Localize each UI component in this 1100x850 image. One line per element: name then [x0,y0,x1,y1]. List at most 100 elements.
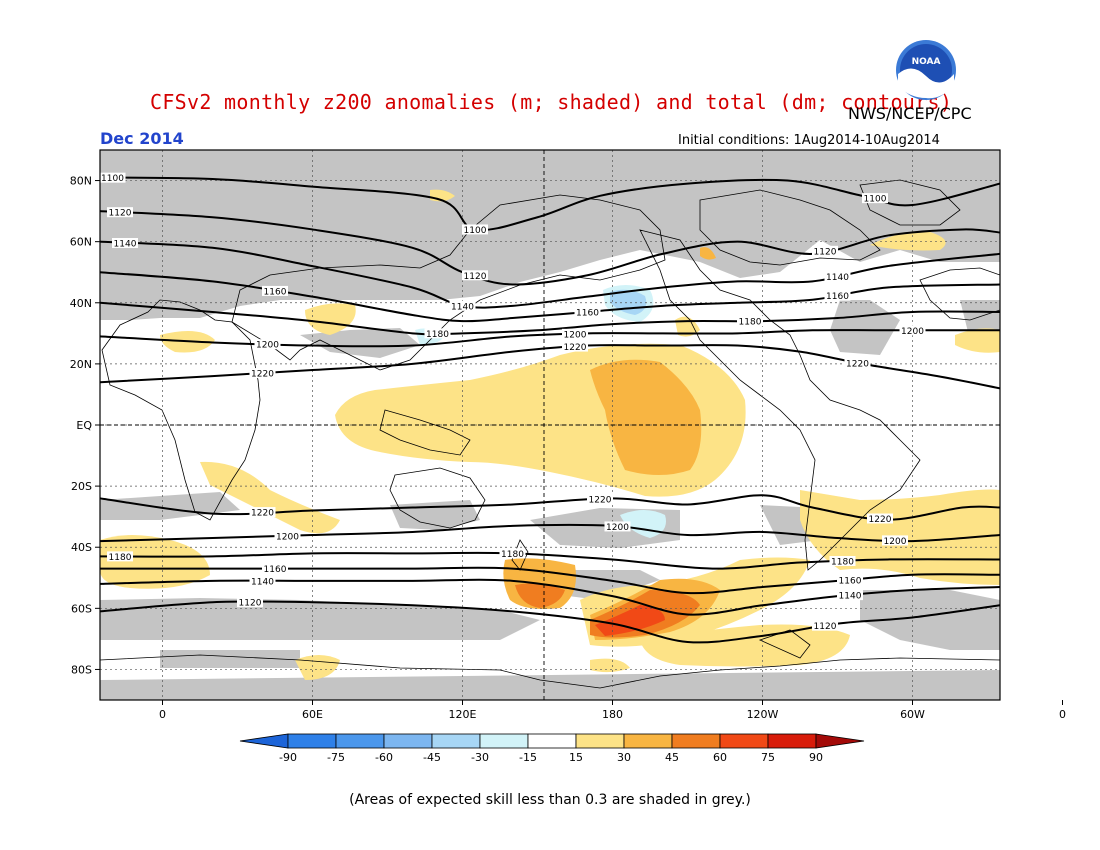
contour-label-bg [812,245,838,256]
contour-label: 1220 [251,370,274,380]
lon-tick-label: 0 [1059,708,1066,721]
contour-label-bg [604,521,631,532]
contour-label: 1180 [109,553,132,563]
contour-label: 1120 [239,599,262,609]
contour-label: 1140 [839,592,862,602]
contour-label-bg [867,513,893,524]
lat-tick-label: 20S [71,480,92,493]
contour-label-bg [574,306,601,317]
contour-label-bg [237,597,263,608]
contour-label: 1120 [814,622,837,632]
lon-tick-label: 180 [602,708,623,721]
legend-tick-label: 30 [617,751,631,764]
contour-label: 1220 [846,359,869,369]
contour-label: 1160 [264,287,287,297]
contour-1180 [100,301,1000,336]
contour-label-bg [112,238,138,249]
contour-label: 1140 [114,240,137,250]
contour-label: 1200 [901,327,924,337]
legend-swatch [575,733,625,749]
contour-label: 1200 [564,330,587,340]
legend-swatch [431,733,481,749]
legend-swatch [719,733,769,749]
contour-label-bg [499,548,526,559]
chart-title: CFSv2 monthly z200 anomalies (m; shaded)… [150,90,953,114]
contour-label-bg [737,316,763,327]
agency-label: NWS/NCEP/CPC [848,104,972,123]
contour-label-bg [829,556,856,567]
contour-label-bg [812,620,838,631]
contour-label-bg [107,207,133,218]
contour-label: 1180 [739,318,762,328]
contour-1200 [100,523,1000,543]
contour-label-bg [824,271,851,282]
map-area: 1100 1100 1100 1120 1120 1120 1140 1140 1140 1160… [100,150,1000,700]
lat-tick-label: 60N [70,236,92,249]
contour-label-bg [262,285,288,296]
contour-label: 1120 [109,209,132,219]
contour-label-bg [100,172,126,183]
lat-tick-label: 20N [70,358,92,371]
contour-label: 1220 [251,509,274,519]
lon-tick-label: 0 [159,708,166,721]
lat-tick-label: 80N [70,175,92,188]
contour-label-bg [462,224,488,235]
contour-label-bg [562,341,588,352]
legend-tick-label: 75 [761,751,775,764]
contour-label: 1140 [251,577,274,587]
contour-label: 1140 [451,302,474,312]
contour-label: 1200 [606,523,629,533]
legend-swatch [527,733,577,749]
contour-label: 1160 [839,576,862,586]
contour-label-bg [424,328,451,339]
lat-tick-label: 40N [70,297,92,310]
lon-tick-label: 60E [302,708,323,721]
contour-label: 1140 [826,273,849,283]
contour-label: 1220 [869,515,892,525]
legend-tick-label: 90 [809,751,823,764]
color-legend: -90 -75 -60 -45 -30 -15 15 30 45 60 75 90 [239,733,865,764]
contour-label-bg [824,290,851,301]
legend-arrow-high [815,733,865,749]
contour-label: 1180 [831,558,854,568]
contour-1120 [100,600,1000,644]
legend-tick-label: -45 [423,751,441,764]
coastlines [100,179,1000,689]
contour-label: 1100 [101,174,124,184]
contour-1120 [100,210,1000,286]
contour-label: 1200 [276,532,299,542]
contour-label-bg [462,270,488,281]
contour-label-bg [249,507,276,518]
legend-swatch [767,733,817,749]
contour-label: 1120 [814,247,837,257]
contour-label: 1100 [864,195,887,205]
contour-label-bg [587,494,613,505]
contour-label-bg [249,368,276,379]
legend-tick-label: 60 [713,751,727,764]
lat-tick-label: 40S [71,541,92,554]
contour-label-bg [837,574,863,585]
contour-label: 1120 [464,272,487,282]
contour-label: 1100 [464,226,487,236]
contour-label: 1180 [501,550,524,560]
noaa-logo: NOAA [896,40,956,100]
lon-tick-label: 120W [747,708,779,721]
legend-tick-label: -30 [471,751,489,764]
lon-tick-label: 60W [900,708,925,721]
contour-labels: 1100 1100 1100 1120 1120 1120 1140 1140 1140 1160… [100,172,926,632]
lat-tick-label: 60S [71,602,92,615]
footnote: (Areas of expected skill less than 0.3 a… [349,792,751,808]
legend-arrow-low [239,733,289,749]
legend-tick-label: -15 [519,751,537,764]
legend-swatch [623,733,673,749]
lat-tick-label: EQ [76,419,92,432]
legend-swatch [479,733,529,749]
legend-tick-label: 15 [569,751,583,764]
contour-label-bg [837,590,863,601]
legend-tick-label: -75 [327,751,345,764]
contour-label: 1200 [884,537,907,547]
contour-label: 1160 [576,308,599,318]
legend-swatch [383,733,433,749]
contour-label: 1160 [826,292,849,302]
